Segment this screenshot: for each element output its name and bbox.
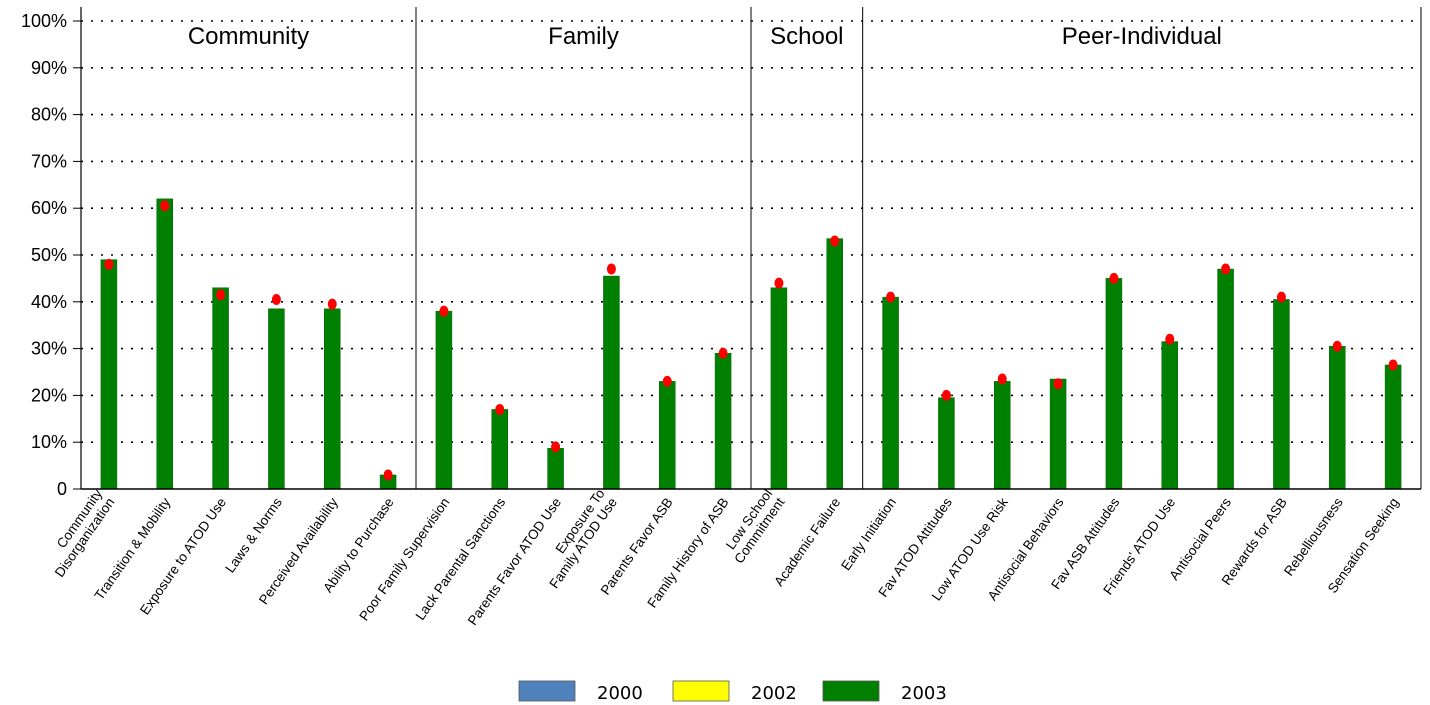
bar-2003	[882, 296, 899, 490]
marker-point	[1053, 378, 1063, 390]
bar-2003	[994, 381, 1011, 490]
marker-point	[997, 373, 1007, 385]
bar-2003	[100, 259, 118, 490]
legend-label: 2002	[751, 683, 797, 704]
y-tick-label: 20%	[31, 385, 67, 405]
bar-2003	[547, 448, 564, 490]
marker-point	[1332, 340, 1342, 352]
category-label: Rebelliousness	[1281, 495, 1346, 579]
marker-point	[774, 277, 784, 289]
marker-point	[439, 305, 449, 317]
bar-2003	[714, 353, 732, 490]
y-tick-label: 30%	[31, 339, 67, 359]
bar-2003	[603, 275, 620, 490]
bar-2003	[1329, 346, 1346, 490]
marker-point	[1221, 263, 1231, 275]
y-tick-label: 0	[57, 479, 67, 499]
markers	[104, 200, 1398, 481]
legend-swatch-2000	[518, 680, 576, 702]
marker-point	[886, 291, 896, 303]
marker-point	[383, 469, 393, 481]
bar-2003	[1384, 364, 1402, 490]
group-label: Peer-Individual	[1062, 23, 1222, 50]
y-tick-label: 70%	[31, 151, 67, 171]
marker-point	[1388, 359, 1398, 371]
legend-label: 2003	[901, 683, 947, 704]
marker-point	[327, 298, 337, 310]
bar-2003	[1105, 278, 1123, 490]
group-labels: Community Family School Peer-Individual	[188, 23, 1222, 50]
bar-2003	[268, 308, 285, 490]
bar-2003	[435, 310, 453, 490]
bar-2003	[659, 381, 676, 490]
y-tick-label: 60%	[31, 198, 67, 218]
y-tick-label: 80%	[31, 105, 67, 125]
bars	[100, 198, 1402, 490]
group-label: School	[770, 23, 843, 50]
bar-2003	[1217, 268, 1234, 490]
y-tick-label: 90%	[31, 58, 67, 78]
bar-2003	[491, 409, 508, 490]
marker-point	[1276, 291, 1286, 303]
bar-2003	[938, 397, 955, 490]
marker-point	[662, 375, 672, 387]
bar-2003	[1273, 299, 1290, 490]
category-label: Parents Favor ATOD Use	[465, 495, 564, 628]
marker-point	[830, 235, 840, 247]
group-label: Community	[188, 23, 309, 50]
category-label: Low SchoolCommitment	[719, 486, 788, 566]
legend-swatch-2002	[672, 680, 730, 702]
y-tick-label: 50%	[31, 245, 67, 265]
legend-swatch-2003	[822, 680, 880, 702]
group-dividers	[415, 7, 864, 489]
marker-point	[606, 263, 616, 275]
marker-point	[216, 289, 226, 301]
bar-2003	[212, 287, 229, 490]
y-tick-label: 100%	[21, 11, 67, 31]
marker-point	[271, 293, 281, 305]
category-label: Early Initiation	[838, 495, 899, 573]
y-tick-labels: 0 10% 20% 30% 40% 50% 60% 70% 80% 90% 100%	[21, 11, 81, 499]
marker-point	[551, 441, 561, 453]
bar-2003	[1049, 378, 1067, 490]
category-label: Antisocial Peers	[1166, 495, 1234, 583]
marker-point	[495, 403, 505, 415]
bar-2003	[1161, 341, 1178, 490]
marker-point	[1165, 333, 1175, 345]
legend: 2000 2002 2003	[518, 680, 947, 704]
marker-point	[160, 200, 170, 212]
bar-2003	[770, 287, 788, 490]
group-label: Family	[548, 23, 619, 50]
category-label: Laws & Norms	[222, 495, 285, 576]
marker-point	[941, 389, 951, 401]
marker-point	[104, 258, 114, 270]
bar-2003	[826, 238, 843, 490]
bar-2003	[324, 308, 341, 490]
bar-2003	[156, 198, 173, 490]
category-label: CommunityDisorganization	[40, 486, 118, 580]
legend-label: 2000	[597, 683, 643, 704]
y-tick-label: 40%	[31, 292, 67, 312]
marker-point	[718, 347, 728, 359]
axes	[80, 7, 1422, 490]
marker-point	[1109, 272, 1119, 284]
y-tick-label: 10%	[31, 432, 67, 452]
